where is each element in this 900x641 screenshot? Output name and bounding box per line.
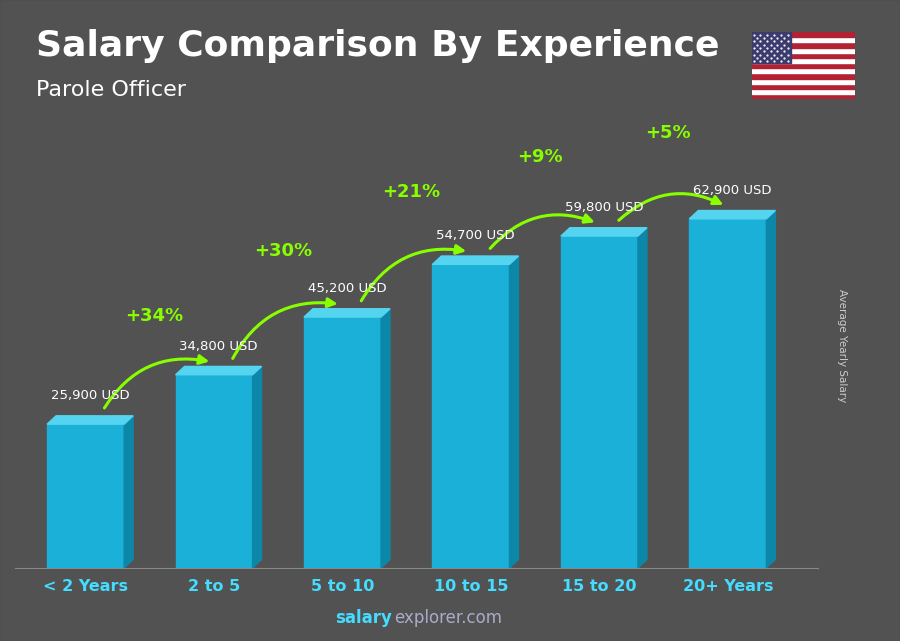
FancyArrowPatch shape bbox=[491, 215, 591, 249]
Bar bbox=[752, 74, 855, 79]
Polygon shape bbox=[509, 256, 518, 568]
Bar bbox=[752, 58, 855, 63]
Text: +9%: +9% bbox=[517, 148, 562, 166]
Text: Parole Officer: Parole Officer bbox=[36, 80, 186, 100]
Bar bbox=[752, 32, 791, 63]
Text: 34,800 USD: 34,800 USD bbox=[179, 340, 257, 353]
Polygon shape bbox=[638, 228, 647, 568]
Polygon shape bbox=[432, 256, 518, 264]
Polygon shape bbox=[253, 367, 262, 568]
Text: Average Yearly Salary: Average Yearly Salary bbox=[837, 289, 847, 403]
Bar bbox=[752, 89, 855, 94]
Bar bbox=[752, 42, 855, 47]
Bar bbox=[561, 236, 638, 568]
Polygon shape bbox=[689, 210, 776, 219]
Polygon shape bbox=[381, 309, 390, 568]
Bar bbox=[752, 94, 855, 99]
FancyArrowPatch shape bbox=[104, 356, 206, 408]
Text: 54,700 USD: 54,700 USD bbox=[436, 229, 515, 242]
Polygon shape bbox=[304, 309, 390, 317]
Bar bbox=[432, 264, 509, 568]
Bar bbox=[752, 32, 855, 37]
Text: Salary Comparison By Experience: Salary Comparison By Experience bbox=[36, 29, 719, 63]
FancyArrowPatch shape bbox=[233, 299, 335, 358]
Bar bbox=[47, 424, 124, 568]
Text: 45,200 USD: 45,200 USD bbox=[308, 282, 386, 295]
FancyArrowPatch shape bbox=[619, 194, 720, 221]
Text: salary: salary bbox=[335, 609, 392, 627]
Polygon shape bbox=[767, 210, 776, 568]
Bar bbox=[752, 63, 855, 69]
Bar bbox=[752, 53, 855, 58]
Bar bbox=[752, 37, 855, 42]
Text: explorer.com: explorer.com bbox=[394, 609, 502, 627]
Polygon shape bbox=[561, 228, 647, 236]
Polygon shape bbox=[47, 416, 133, 424]
Bar bbox=[752, 47, 855, 53]
Text: 62,900 USD: 62,900 USD bbox=[693, 184, 771, 197]
Bar bbox=[752, 69, 855, 74]
Bar bbox=[689, 219, 767, 568]
FancyArrowPatch shape bbox=[361, 246, 463, 301]
Polygon shape bbox=[176, 367, 262, 375]
Text: 25,900 USD: 25,900 USD bbox=[50, 389, 130, 402]
Text: +30%: +30% bbox=[254, 242, 312, 260]
Polygon shape bbox=[124, 416, 133, 568]
Bar bbox=[752, 84, 855, 89]
Text: 59,800 USD: 59,800 USD bbox=[564, 201, 643, 214]
Bar bbox=[752, 79, 855, 84]
Bar bbox=[304, 317, 381, 568]
Text: +21%: +21% bbox=[382, 183, 440, 201]
Text: +34%: +34% bbox=[125, 307, 184, 325]
Text: +5%: +5% bbox=[645, 124, 691, 142]
Bar bbox=[176, 375, 253, 568]
